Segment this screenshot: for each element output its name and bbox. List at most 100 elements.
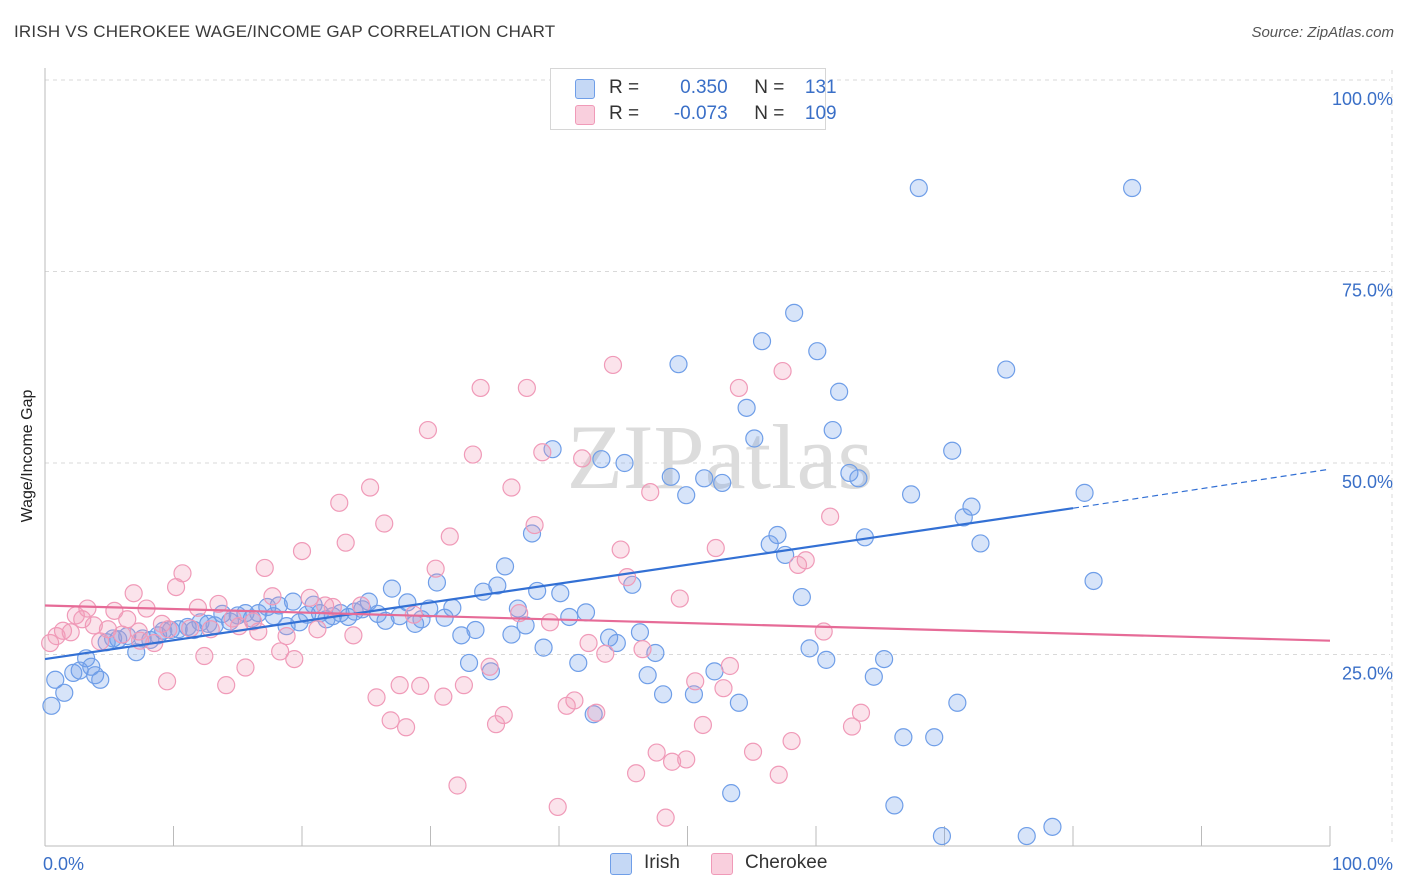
irish-point [91, 670, 110, 689]
cherokee-trend-line [44, 604, 1331, 642]
cherokee-point [706, 538, 725, 558]
cherokee-point [486, 715, 506, 734]
irish-swatch [575, 79, 595, 99]
irish-point [677, 486, 696, 505]
cherokee-point [434, 687, 453, 706]
irish-point [932, 826, 952, 846]
irish-point [997, 360, 1016, 379]
cherokee-point [533, 443, 552, 462]
irish-point [46, 670, 65, 689]
cherokee-point [548, 797, 567, 817]
cherokee-point [851, 703, 871, 722]
irish-point [1075, 483, 1094, 502]
x-tick-label: 0.0% [43, 854, 84, 874]
tick-labels: 25.0% 50.0% 75.0% 100.0% 0.0% 100.0% [43, 89, 1393, 874]
irish-point [722, 784, 741, 803]
cherokee-point [686, 672, 705, 691]
n-value: 109 [804, 103, 837, 124]
watermark: ZIPatlas [567, 406, 874, 508]
r-label: R = [609, 103, 640, 124]
irish-point [962, 497, 981, 516]
cherokee-point [677, 750, 696, 769]
y-tick-label: 50.0% [1342, 472, 1393, 492]
cherokee-point [263, 587, 282, 606]
x-tick-label: 100.0% [1332, 854, 1393, 874]
cherokee-point [662, 752, 682, 771]
cherokee-point [112, 625, 132, 644]
cherokee-point [565, 691, 584, 710]
irish-point [488, 576, 507, 595]
cherokee-point [271, 642, 290, 661]
trend-lines [44, 468, 1331, 661]
irish-point [630, 623, 650, 642]
cherokee-point [367, 688, 386, 707]
cherokee-point [129, 622, 148, 641]
cherokee-swatch [575, 105, 595, 125]
irish-point [592, 450, 611, 469]
cherokee-point [471, 378, 490, 398]
y-tick-label: 75.0% [1342, 281, 1393, 301]
cherokee-point [573, 449, 592, 468]
cherokee-point [494, 705, 513, 725]
irish-point [1123, 178, 1142, 198]
irish-point [785, 303, 804, 322]
cherokee-point [209, 594, 228, 614]
irish-point [55, 683, 74, 702]
cherokee-point [124, 584, 143, 603]
data-points [41, 178, 1142, 846]
cherokee-point [540, 613, 560, 632]
irish-point [817, 650, 836, 669]
cherokee-point [159, 620, 178, 639]
cherokee-point [292, 541, 312, 561]
irish-point [840, 463, 859, 483]
chart-source: Source: ZipAtlas.com [1251, 24, 1394, 41]
r-label: R = [609, 77, 640, 98]
irish-point [452, 626, 471, 645]
cherokee-point [411, 676, 430, 696]
n-label: N = [754, 77, 785, 98]
cherokee-point [633, 640, 652, 659]
irish-point [948, 693, 967, 712]
irish-point [82, 657, 101, 676]
irish-point [800, 639, 819, 658]
cherokee-point [647, 743, 666, 762]
cherokee-point [255, 558, 274, 578]
irish-point [576, 603, 596, 622]
irish-point [849, 469, 868, 488]
irish-point [705, 662, 724, 681]
irish-point [894, 728, 913, 747]
cherokee-point [603, 355, 623, 375]
correlation-legend: R = 0.350 N = 131 R = -0.073 N = 109 [550, 68, 837, 130]
cherokee-point [596, 644, 615, 663]
cherokee-point [670, 589, 689, 608]
legend-label: Irish [644, 852, 680, 873]
irish-point [745, 429, 764, 448]
cherokee-point [517, 378, 536, 398]
cherokee-point [656, 808, 675, 827]
cherokee-point [714, 679, 733, 698]
cherokee-point [796, 551, 815, 570]
irish-point [653, 685, 673, 704]
irish-trend-extension [1072, 468, 1331, 509]
irish-point [729, 693, 749, 712]
cherokee-point [782, 731, 801, 751]
cherokee-point [418, 420, 438, 440]
cherokee-point [618, 568, 637, 587]
cherokee-point [611, 540, 630, 559]
cherokee-point [61, 623, 80, 642]
cherokee-point [53, 621, 73, 640]
irish-point [669, 355, 688, 374]
irish-point [191, 613, 210, 632]
cherokee-point [502, 478, 521, 497]
cherokee-point [381, 711, 400, 730]
irish-point [695, 469, 714, 488]
irish-trend-line [44, 507, 1074, 661]
chart-title: IRISH VS CHEROKEE WAGE/INCOME GAP CORREL… [14, 22, 556, 41]
irish-point [427, 573, 447, 592]
irish-point [376, 611, 395, 630]
cherokee-point [217, 676, 236, 695]
n-label: N = [754, 103, 785, 124]
irish-point [971, 534, 990, 553]
y-tick-label: 25.0% [1342, 664, 1393, 684]
cherokee-point [361, 478, 380, 497]
